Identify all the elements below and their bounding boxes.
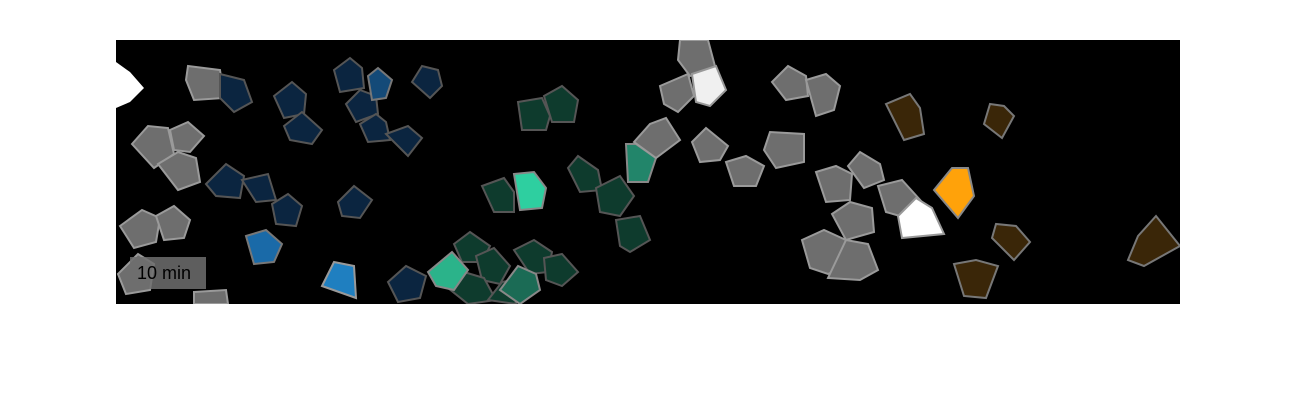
cell xyxy=(244,228,284,266)
cell xyxy=(884,92,926,142)
cell xyxy=(320,260,358,300)
cell xyxy=(830,200,876,242)
cell xyxy=(474,246,512,286)
cell xyxy=(282,110,324,146)
cell xyxy=(168,120,206,154)
cell xyxy=(219,72,254,114)
cell xyxy=(724,154,766,187)
cell xyxy=(814,164,854,204)
cell xyxy=(130,124,176,170)
cell xyxy=(594,174,636,218)
cell xyxy=(690,126,730,164)
cell xyxy=(542,252,580,288)
cell xyxy=(952,258,1000,300)
cell xyxy=(770,64,810,102)
cell xyxy=(632,116,682,160)
cell xyxy=(386,264,428,304)
cell xyxy=(366,66,394,102)
cell xyxy=(982,102,1016,140)
cell xyxy=(690,64,728,108)
cell xyxy=(990,222,1032,262)
cell xyxy=(332,56,366,94)
cell xyxy=(240,172,278,204)
cell xyxy=(156,150,202,192)
cell xyxy=(184,64,226,102)
edge-cell xyxy=(116,62,144,108)
cell xyxy=(896,196,946,240)
cell xyxy=(118,208,162,250)
cell xyxy=(516,96,552,131)
cell xyxy=(344,88,380,124)
cell xyxy=(204,162,246,200)
cell xyxy=(846,150,886,190)
cell xyxy=(614,214,652,254)
cell xyxy=(498,264,542,304)
cell xyxy=(480,176,515,213)
cell xyxy=(658,72,696,114)
cell-visualization: 10 min xyxy=(116,40,1180,304)
cell xyxy=(384,124,424,158)
cell xyxy=(542,84,580,123)
cell xyxy=(932,167,976,220)
cell xyxy=(154,204,192,242)
cell xyxy=(804,72,842,118)
cell-canvas xyxy=(116,40,1180,304)
cell xyxy=(512,170,548,212)
time-label: 10 min xyxy=(130,257,206,289)
cell xyxy=(336,184,374,220)
cell xyxy=(762,130,805,170)
cell xyxy=(193,288,230,304)
cell xyxy=(358,112,392,144)
cell xyxy=(566,154,604,194)
cell xyxy=(270,192,304,228)
cell xyxy=(410,64,444,100)
cell xyxy=(826,238,880,282)
cell xyxy=(426,250,470,292)
cell xyxy=(1126,214,1180,268)
cell xyxy=(272,80,308,120)
